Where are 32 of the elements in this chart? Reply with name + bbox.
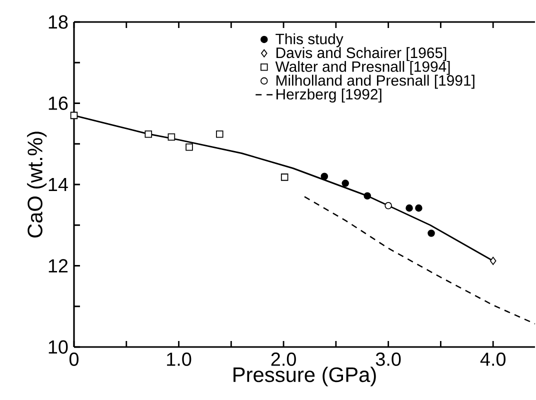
point xyxy=(144,130,152,138)
point xyxy=(384,202,392,210)
point xyxy=(280,174,288,181)
point xyxy=(216,130,224,138)
point xyxy=(186,143,193,151)
legend-label: Herzberg [1992] xyxy=(276,88,382,103)
point xyxy=(406,204,413,212)
point xyxy=(168,133,176,141)
legend-label: This study xyxy=(276,33,344,48)
point xyxy=(364,192,372,200)
y-tick-label: 18 xyxy=(48,15,68,29)
y-tick-label: 12 xyxy=(48,259,68,272)
point xyxy=(70,112,78,120)
x-tick-label: 2.0 xyxy=(271,352,296,366)
point xyxy=(428,230,435,237)
legend-label: Davis and Schairer [1965] xyxy=(276,47,446,62)
y-tick-label: 16 xyxy=(48,96,68,110)
y-tick-label: 14 xyxy=(48,178,68,192)
x-tick-label: 3.0 xyxy=(376,352,401,366)
point xyxy=(490,256,496,265)
legend-label: Milholland and Presnall [1991] xyxy=(276,74,474,89)
x-tick-label: 4.0 xyxy=(480,352,506,366)
legend-label: Walter and Presnall [1994] xyxy=(275,60,450,75)
x-axis-title: Pressure (GPa) xyxy=(234,366,376,386)
x-tick-label: 0 xyxy=(69,352,79,366)
y-axis-title: CaO (wt.%) xyxy=(27,132,47,238)
point xyxy=(415,204,422,212)
point xyxy=(342,180,349,187)
line-series xyxy=(304,196,536,324)
x-tick-label: 1.0 xyxy=(167,352,192,366)
point xyxy=(320,172,328,180)
y-tick-label: 10 xyxy=(48,340,68,354)
